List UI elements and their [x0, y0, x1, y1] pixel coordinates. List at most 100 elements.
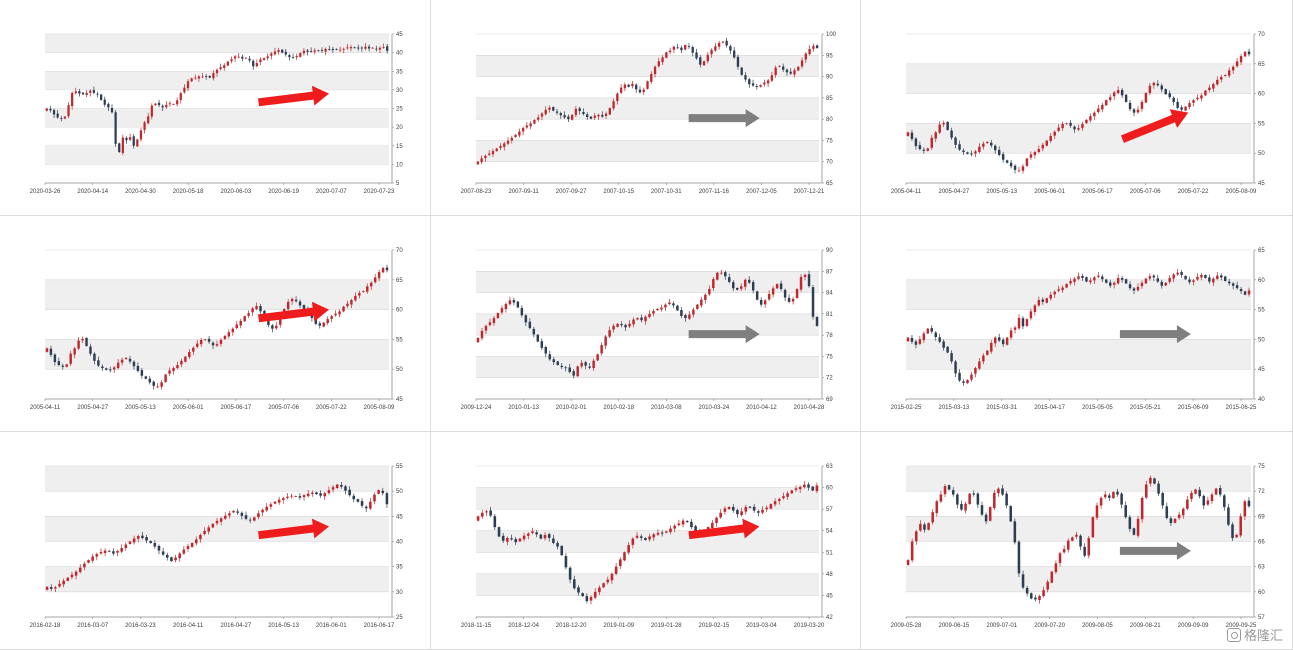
candle-body — [350, 300, 353, 305]
x-tick-label: 2007-10-31 — [651, 189, 682, 195]
y-tick-label: 63 — [1258, 565, 1265, 571]
candle-body — [910, 541, 914, 561]
candle-body — [966, 379, 969, 384]
x-tick-label: 2016-03-07 — [77, 623, 108, 629]
candle-body — [1231, 66, 1235, 71]
candle-body — [53, 354, 57, 363]
candle-body — [1013, 521, 1017, 543]
candle-body — [1093, 112, 1096, 117]
candle-body — [1128, 102, 1132, 110]
candle-body — [197, 76, 201, 79]
candle-body — [914, 341, 918, 345]
candle-body — [536, 334, 540, 342]
candle-body — [751, 83, 755, 86]
candle-body — [512, 300, 516, 303]
candle-body — [1161, 493, 1164, 506]
candle-body — [338, 49, 342, 51]
candle-body — [514, 539, 518, 543]
grid-band — [906, 63, 1251, 94]
x-tick-label: 2005-07-06 — [1130, 189, 1161, 195]
candle-body — [1065, 283, 1068, 288]
candle-body — [262, 58, 266, 60]
y-tick-label: 60 — [1258, 590, 1265, 596]
candle-body — [997, 149, 1001, 155]
candle-body — [1045, 298, 1049, 303]
candle-body — [681, 520, 685, 525]
candle-body — [596, 354, 599, 361]
x-tick-label: 2020-07-07 — [316, 189, 347, 195]
candle-body — [1001, 339, 1005, 345]
candle-body — [1079, 535, 1082, 547]
candle-body — [731, 506, 735, 511]
x-tick-label: 2005-07-06 — [268, 405, 299, 411]
candle-body — [593, 591, 597, 598]
candle-body — [1116, 491, 1119, 495]
candle-body — [1198, 489, 1201, 497]
y-tick-label: 55 — [1258, 308, 1265, 314]
candle-body — [92, 90, 96, 93]
candle-body — [386, 46, 389, 51]
candle-body — [808, 48, 811, 55]
candle-body — [224, 515, 227, 519]
candle-body — [244, 57, 248, 59]
candle-body — [767, 293, 771, 300]
candle-body — [346, 303, 349, 307]
candle-body — [773, 501, 777, 505]
candle-body — [78, 567, 82, 573]
candle-body — [619, 87, 623, 93]
candle-body — [1177, 514, 1181, 518]
candle-body — [1005, 337, 1009, 345]
candle-body — [1216, 275, 1219, 279]
y-tick-label: 95 — [826, 53, 833, 59]
x-tick-label: 2020-03-26 — [30, 189, 61, 195]
candle-body — [520, 308, 524, 316]
candle-body — [589, 116, 593, 119]
candle-body — [1153, 478, 1156, 484]
candle-body — [811, 486, 815, 491]
watermark: 格隆汇 — [1226, 625, 1283, 644]
candle-body — [690, 521, 693, 528]
candle-body — [107, 103, 110, 108]
candle-body — [124, 544, 128, 549]
x-tick-label: 2020-04-14 — [77, 189, 108, 195]
candle-body — [259, 59, 262, 63]
y-tick-label: 65 — [1258, 62, 1265, 68]
candle-body — [215, 69, 219, 74]
candle-body — [1243, 51, 1247, 57]
candle-body — [1108, 495, 1111, 498]
candle-body — [661, 57, 664, 63]
y-tick-label: 72 — [1258, 489, 1265, 495]
chart-panel-8: 42 45 48 51 54 57 60 63 2018-11-15 2018-12-04 2018… — [431, 432, 861, 650]
candle-body — [763, 82, 766, 85]
candle-body — [1212, 84, 1215, 89]
candle-body — [71, 92, 74, 107]
candle-body — [315, 492, 318, 495]
candle-body — [49, 587, 53, 589]
candle-body — [798, 486, 802, 490]
candle-body — [366, 286, 369, 292]
candle-body — [653, 66, 657, 75]
candle-body — [521, 128, 525, 132]
candle-body — [934, 132, 937, 139]
candle-body — [179, 93, 182, 101]
candle-body — [1037, 149, 1041, 153]
candle-body — [373, 494, 376, 502]
candle-body — [968, 493, 971, 505]
candle-body — [476, 161, 480, 165]
candle-body — [1053, 131, 1056, 136]
candle-body — [640, 317, 643, 321]
x-tick-label: 2010-03-08 — [651, 405, 682, 411]
grid-band — [476, 356, 819, 378]
candle-body — [572, 371, 575, 376]
y-tick-label: 65 — [396, 278, 403, 284]
y-tick-label: 57 — [1258, 615, 1265, 621]
candle-body — [684, 315, 687, 319]
candle-body — [1029, 154, 1033, 158]
candle-body — [986, 141, 989, 144]
candle-body — [480, 158, 483, 163]
candle-body — [269, 504, 273, 507]
candle-body — [665, 52, 668, 58]
candle-body — [164, 374, 167, 383]
candle-body — [736, 56, 740, 67]
candle-body — [610, 573, 614, 581]
